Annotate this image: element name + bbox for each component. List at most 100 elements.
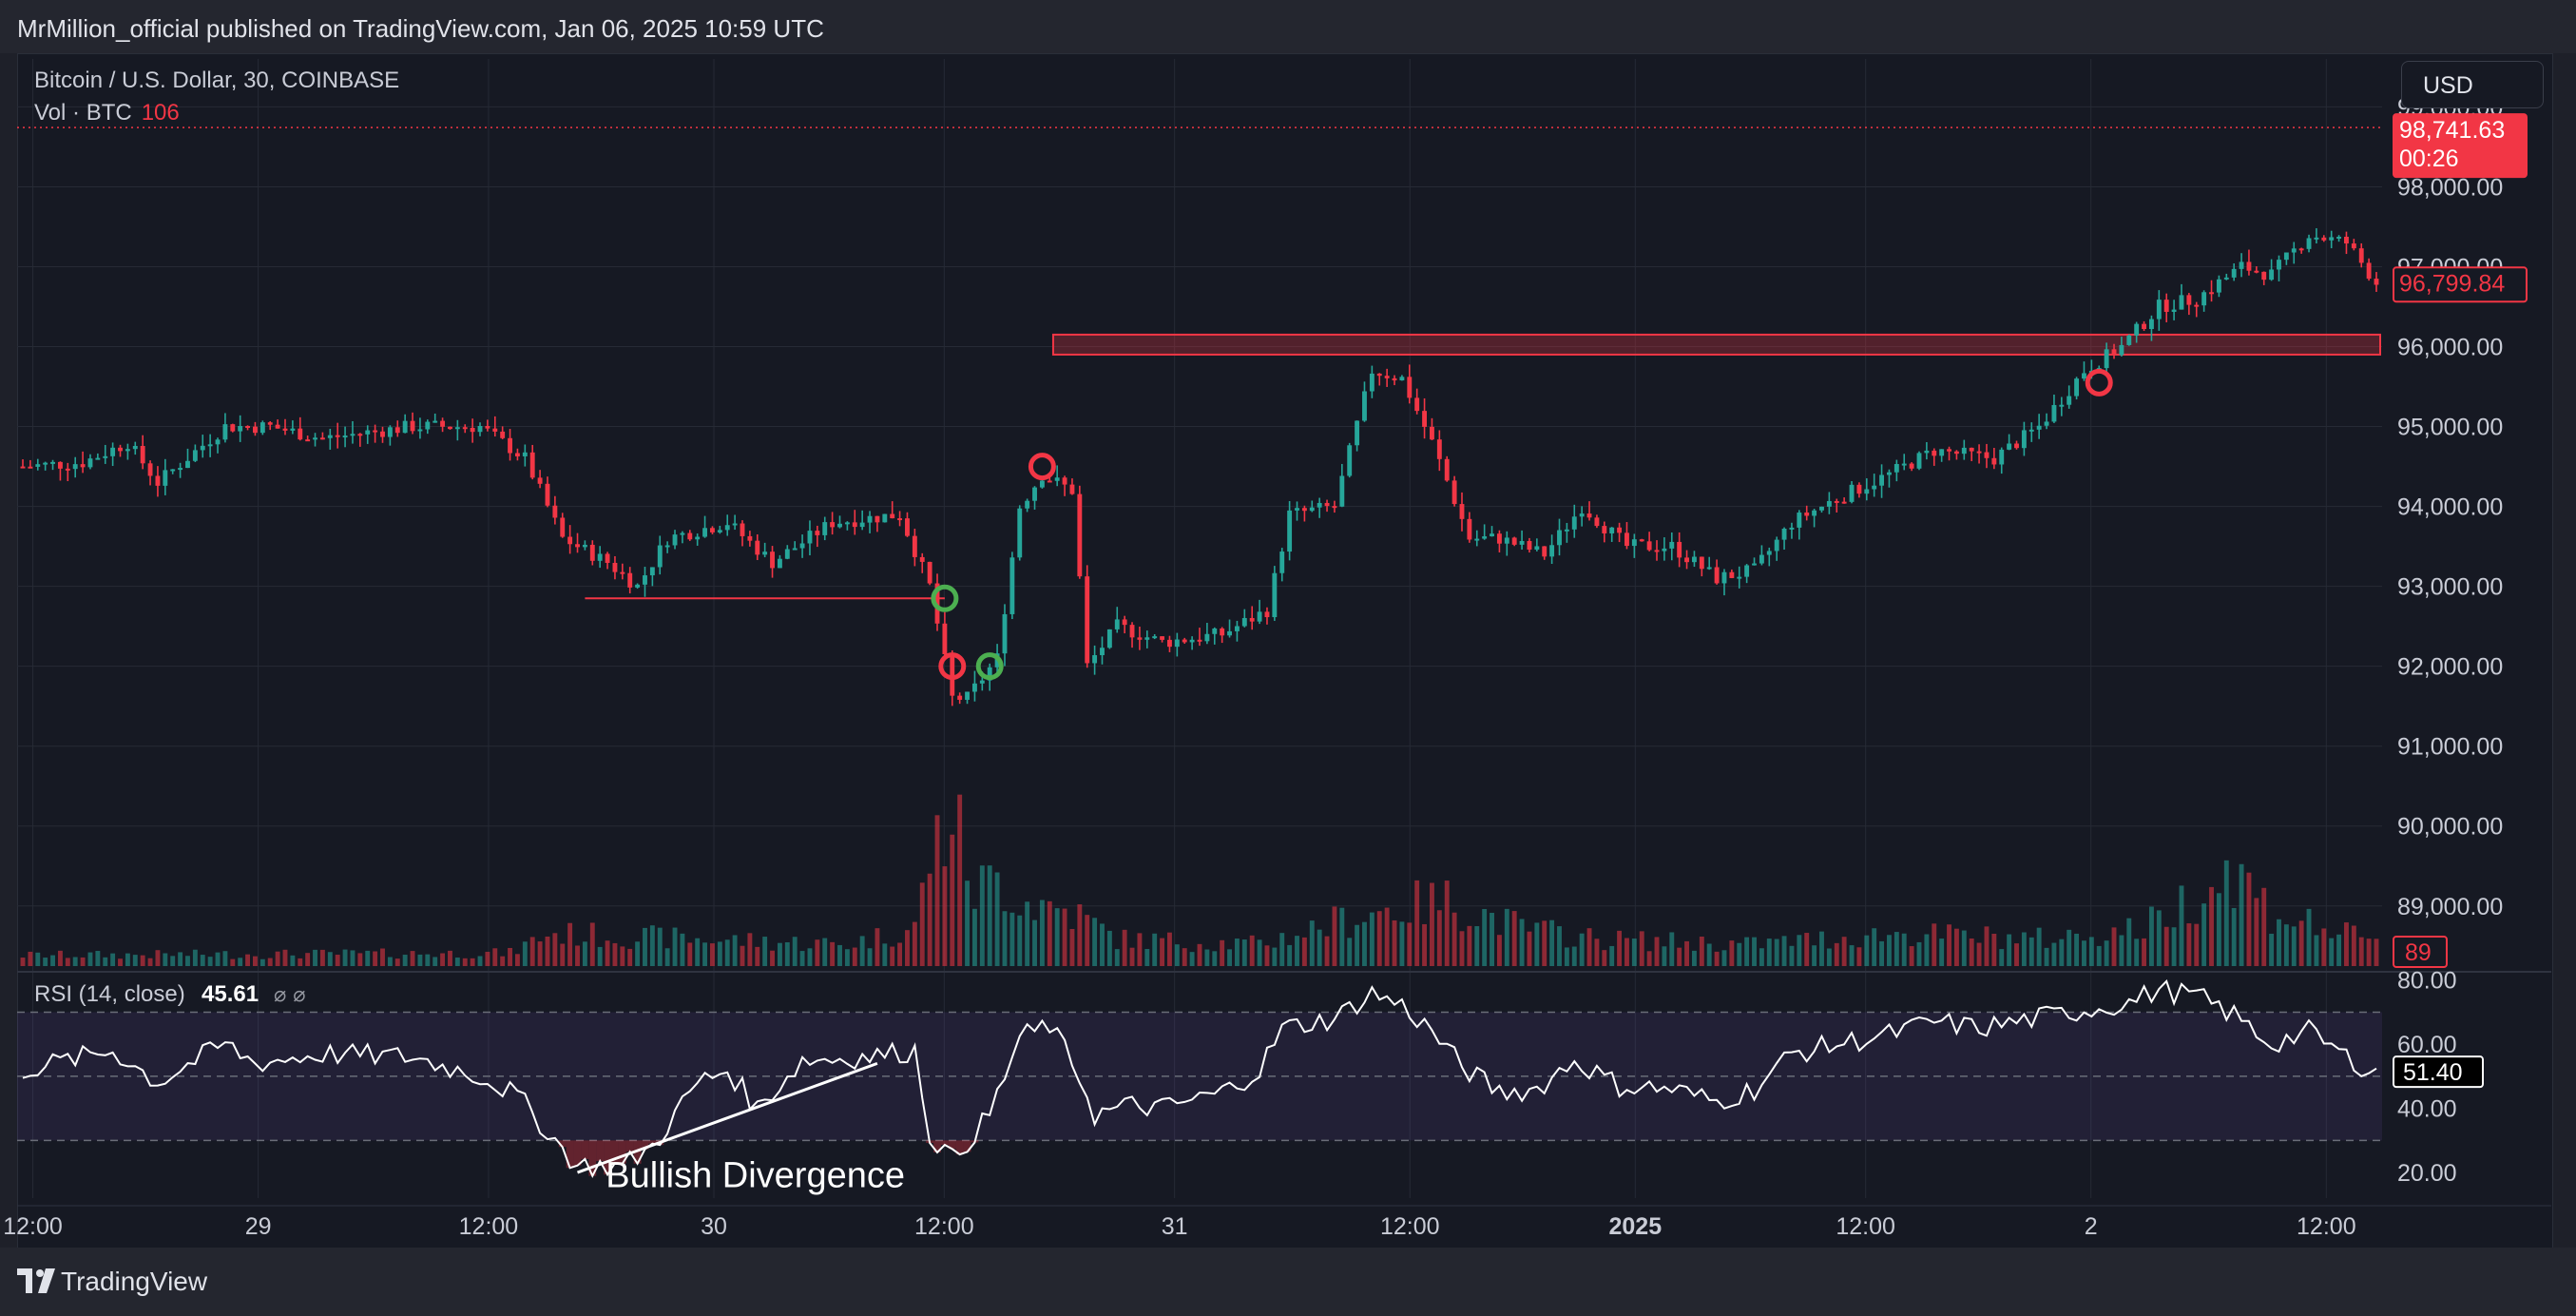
candle-body [230, 424, 236, 432]
volume-bar [282, 949, 288, 966]
candle-body [477, 426, 483, 433]
candle-body [72, 464, 78, 470]
candle-body [485, 426, 490, 429]
volume-bar [1182, 948, 1187, 966]
candle-body [313, 437, 317, 440]
candle-body [687, 532, 693, 540]
candle-body [1744, 565, 1750, 577]
volume-bar [807, 948, 813, 966]
candle-body [2351, 243, 2356, 249]
candle-body [643, 575, 647, 585]
volume-bar [1384, 907, 1390, 966]
candle-body [222, 424, 228, 440]
candle-body [2246, 261, 2252, 271]
candle-body [2223, 277, 2229, 280]
candle-body [1355, 420, 1360, 446]
volume-bar [380, 948, 385, 966]
candle-body [1549, 545, 1555, 557]
axis-layer: 99,000.0098,000.0097,000.0096,000.0095,0… [3, 94, 2528, 1240]
volume-bar [125, 953, 130, 966]
volume-bar [1249, 935, 1255, 966]
rsi-oversold-fill [566, 1140, 574, 1169]
candle-body [267, 422, 273, 425]
volume-bar [1737, 942, 1742, 966]
volume-bar [2067, 929, 2072, 966]
volume-bar [462, 958, 468, 966]
volume-bar [1241, 939, 1247, 966]
volume-bar [2082, 940, 2086, 966]
volume-bar [2171, 927, 2177, 966]
candle-body [770, 552, 775, 569]
annotation-layer [17, 126, 2382, 600]
candle-body [1309, 507, 1315, 512]
rsi-oversold-fill [933, 1140, 941, 1152]
time-tick-label: 12:00 [3, 1213, 63, 1240]
candle-body [649, 567, 655, 576]
candle-body [1047, 480, 1052, 483]
volume-bar [582, 941, 587, 966]
candle-body [1646, 541, 1652, 551]
candle-body [305, 439, 311, 442]
volume-bar [394, 958, 400, 966]
time-tick-label: 2025 [1609, 1213, 1663, 1240]
volume-bar [762, 937, 768, 966]
marker-layer [931, 368, 2113, 681]
chart-frame[interactable] [17, 53, 2553, 1249]
volume-bar [373, 951, 378, 966]
volume-bar [2291, 926, 2297, 966]
candle-body [1826, 500, 1832, 507]
candle-body [425, 421, 431, 430]
rsi-oversold-fill [596, 1140, 605, 1162]
candle-body [1721, 571, 1727, 584]
rsi-oversold-fill [611, 1140, 619, 1164]
candle-body [1872, 485, 1877, 490]
volume-bar [238, 958, 243, 966]
volume-bar [477, 956, 483, 966]
volume-bar [2088, 937, 2094, 966]
volume-bar [1527, 931, 1532, 966]
volume-bar [2254, 898, 2259, 966]
volume-bar [2156, 910, 2162, 966]
volume-bar [245, 954, 251, 966]
volume-bar [485, 951, 490, 966]
volume-bar [1204, 949, 1210, 966]
candle-body [1189, 639, 1195, 643]
volume-bar [1617, 930, 1623, 966]
candle-body [1961, 447, 1967, 455]
candle-body [178, 468, 183, 471]
candle-body [1430, 426, 1434, 440]
candle-body [298, 428, 303, 440]
candle-body [950, 653, 955, 696]
volume-bar [597, 946, 603, 966]
candle-body [1624, 532, 1629, 547]
divergence-trendline [577, 1061, 878, 1174]
candle-body [245, 426, 251, 429]
candle-body [1025, 500, 1030, 509]
volume-bar [118, 958, 123, 966]
volume-bar [724, 939, 730, 966]
candle-body [1287, 510, 1293, 552]
volume-bar [1295, 936, 1299, 966]
candle-body [2344, 236, 2349, 244]
candle-body [20, 466, 26, 469]
candle-body [2261, 271, 2267, 281]
volume-bar [1579, 933, 1585, 966]
volume-bar [454, 958, 460, 966]
candle-body [380, 431, 385, 437]
candle-body [897, 518, 903, 521]
candle-body [147, 463, 153, 476]
candle-body [2014, 443, 2019, 449]
volume-bar [163, 953, 168, 966]
volume-bar [1602, 950, 1607, 966]
volume-bar [20, 958, 26, 966]
candle-body [1639, 539, 1644, 542]
candle-body [1009, 557, 1015, 614]
volume-bar [342, 949, 348, 966]
candle-body [1160, 636, 1165, 640]
currency-button[interactable]: USD [2401, 61, 2544, 108]
volume-bar [1174, 944, 1180, 966]
candle-body [1069, 484, 1075, 494]
volume-bar [65, 958, 70, 966]
volume-bar [1752, 937, 1757, 966]
